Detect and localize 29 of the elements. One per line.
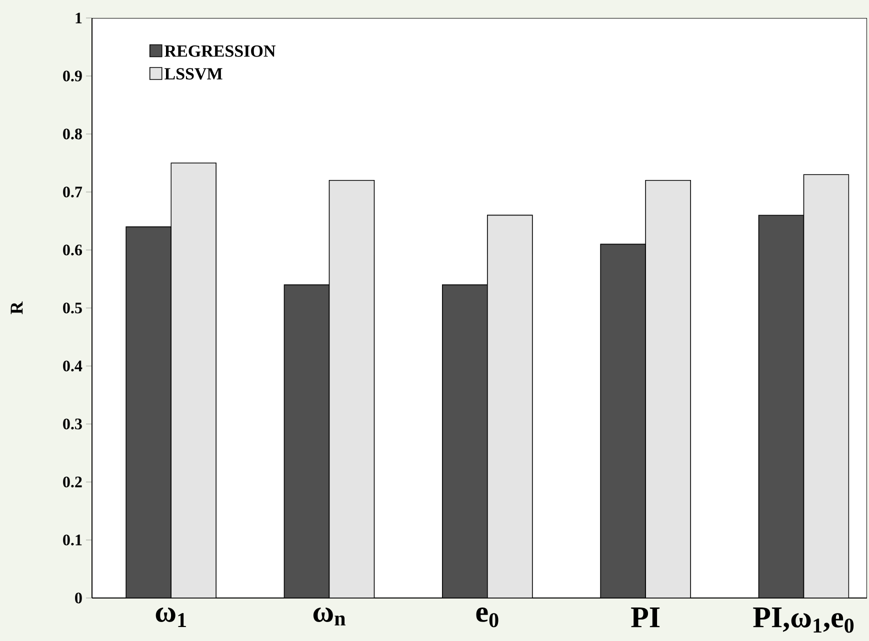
y-tick-label: 0.7 [63,186,82,198]
y-tick-label: 0.6 [63,244,82,256]
bar [442,284,488,598]
x-tick-label: ω$_{n}$ [313,608,346,626]
y-tick-label: 1 [76,12,82,24]
legend-label: LSSVM [164,68,222,80]
x-tick-label: e$_{0}$ [476,608,498,628]
y-tick-label: 0.3 [63,418,82,430]
y-tick-label: 0.1 [63,534,82,546]
bar [126,226,172,598]
bar [645,180,691,598]
y-tick-label: 0.4 [63,360,82,372]
legend-label: REGRESSION [164,45,276,57]
y-tick-label: 0.5 [63,302,82,314]
bar [170,162,216,598]
x-tick-label: PI [631,608,660,628]
y-tick-label: 0.9 [63,70,82,82]
x-tick-label: PI,ω$_{1}$,e$_{0}$ [753,608,854,633]
bar [758,214,804,598]
y-axis-title: R [10,301,23,314]
bar [487,214,533,598]
bar [328,180,375,598]
bar [600,244,646,598]
bar [803,174,850,598]
y-tick-label: 0 [75,592,82,604]
bar [284,284,330,598]
y-tick-label: 0.2 [63,476,82,488]
x-tick-label: ω$_{1}$ [156,608,186,627]
y-tick-label: 0.8 [63,128,82,140]
